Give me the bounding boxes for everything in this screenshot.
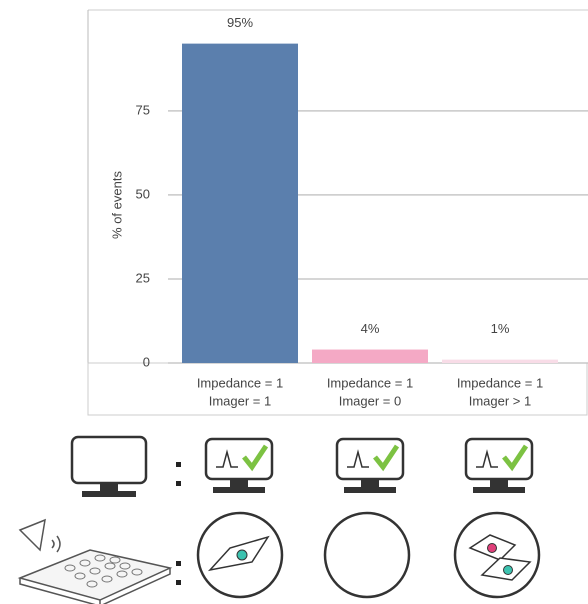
monitor <box>70 435 148 497</box>
x-tick-label: Impedance = 1 <box>457 375 543 390</box>
eye <box>18 518 61 553</box>
well-plate <box>17 549 173 604</box>
icons <box>17 435 541 604</box>
y-tick-label: 75 <box>136 102 150 117</box>
value-label: 1% <box>491 321 510 336</box>
value-label: 4% <box>361 321 380 336</box>
monitor-check <box>335 437 405 493</box>
bar <box>182 43 298 363</box>
x-tick-label: Impedance = 1 <box>197 375 283 390</box>
x-tick-label: Imager = 0 <box>339 393 402 408</box>
y-axis-label: % of events <box>109 171 124 239</box>
separator <box>176 561 181 585</box>
x-tick-label: Impedance = 1 <box>327 375 413 390</box>
value-label: 95% <box>227 15 253 30</box>
category-box <box>87 362 588 416</box>
chart: % of events 0 25 50 75 95% Impedance = 1 Image… <box>87 9 588 416</box>
cell-well <box>196 511 284 599</box>
separator <box>176 462 181 486</box>
bar <box>442 359 558 363</box>
cell-well <box>453 511 541 599</box>
y-tick-label: 0 <box>143 354 150 369</box>
empty-well <box>323 511 411 599</box>
monitor-check <box>204 437 274 493</box>
x-tick-label: Imager = 1 <box>209 393 272 408</box>
bar <box>312 349 428 363</box>
monitor-check <box>464 437 534 493</box>
x-tick-label: Imager > 1 <box>469 393 532 408</box>
y-tick-label: 50 <box>136 186 150 201</box>
y-tick-label: 25 <box>136 270 150 285</box>
